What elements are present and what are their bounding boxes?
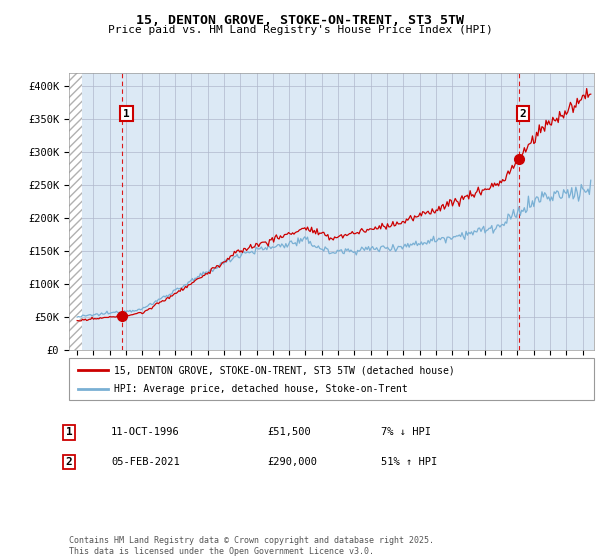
Bar bbox=[69, 73, 82, 350]
Text: 1: 1 bbox=[65, 427, 73, 437]
Text: 05-FEB-2021: 05-FEB-2021 bbox=[111, 457, 180, 467]
Text: Price paid vs. HM Land Registry's House Price Index (HPI): Price paid vs. HM Land Registry's House … bbox=[107, 25, 493, 35]
Text: 1: 1 bbox=[123, 109, 130, 119]
Text: 11-OCT-1996: 11-OCT-1996 bbox=[111, 427, 180, 437]
Text: £51,500: £51,500 bbox=[267, 427, 311, 437]
Text: 2: 2 bbox=[520, 109, 526, 119]
Text: Contains HM Land Registry data © Crown copyright and database right 2025.
This d: Contains HM Land Registry data © Crown c… bbox=[69, 536, 434, 556]
Text: 7% ↓ HPI: 7% ↓ HPI bbox=[381, 427, 431, 437]
Text: HPI: Average price, detached house, Stoke-on-Trent: HPI: Average price, detached house, Stok… bbox=[114, 384, 408, 394]
Text: 51% ↑ HPI: 51% ↑ HPI bbox=[381, 457, 437, 467]
Text: 15, DENTON GROVE, STOKE-ON-TRENT, ST3 5TW (detached house): 15, DENTON GROVE, STOKE-ON-TRENT, ST3 5T… bbox=[114, 365, 455, 375]
Text: 2: 2 bbox=[65, 457, 73, 467]
Text: £290,000: £290,000 bbox=[267, 457, 317, 467]
Text: 15, DENTON GROVE, STOKE-ON-TRENT, ST3 5TW: 15, DENTON GROVE, STOKE-ON-TRENT, ST3 5T… bbox=[136, 14, 464, 27]
